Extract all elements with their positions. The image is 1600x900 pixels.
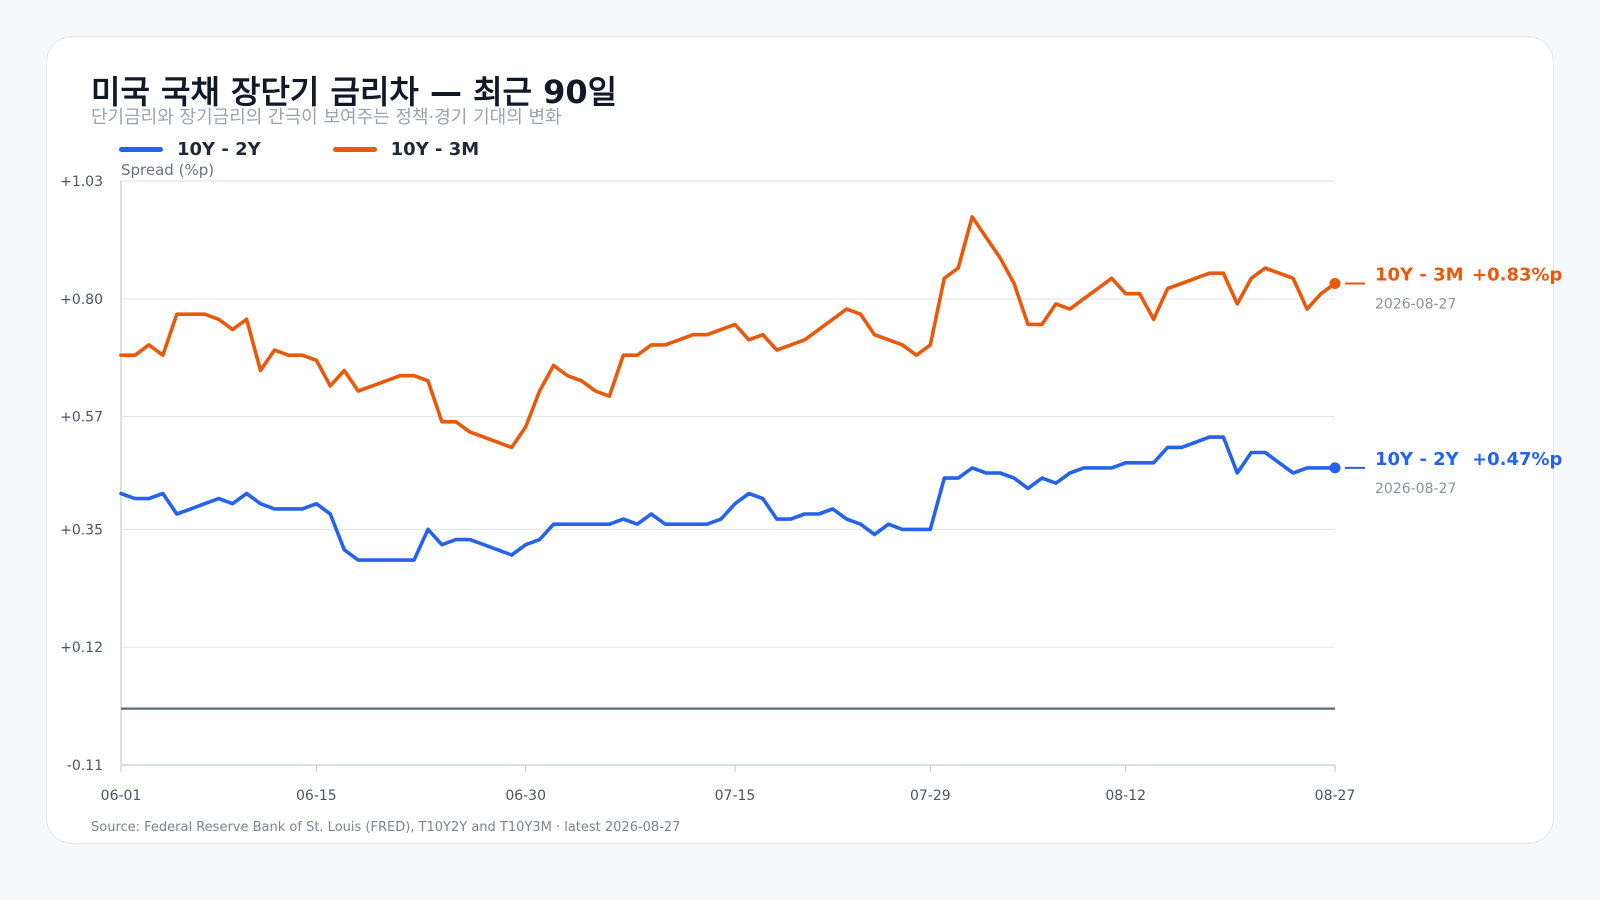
y-tick-label: +1.03	[60, 174, 103, 190]
series-end-value-0: +0.47%p	[1472, 449, 1563, 470]
legend-swatch-10y3m	[332, 147, 377, 152]
x-tick-label: 06-01	[101, 788, 142, 804]
series-end-value-1: +0.83%p	[1472, 264, 1563, 285]
y-tick-label: +0.12	[60, 640, 103, 656]
source-note: Source: Federal Reserve Bank of St. Loui…	[91, 820, 681, 835]
series-end-marker-1	[1329, 277, 1341, 289]
series-end-date-0: 2026-08-27	[1375, 481, 1456, 497]
x-tick-label: 08-12	[1105, 788, 1146, 804]
chart-title: 미국 국채 장단기 금리차 — 최근 90일	[91, 73, 618, 111]
series-end-name-1: 10Y - 3M	[1375, 264, 1464, 285]
series-end-name-0: 10Y - 2Y	[1375, 449, 1460, 470]
y-tick-label: +0.35	[60, 522, 103, 538]
legend-label-10y2y: 10Y - 2Y	[177, 139, 261, 160]
x-tick-label: 06-30	[505, 788, 546, 804]
y-tick-label: +0.57	[60, 410, 103, 426]
series-end-date-1: 2026-08-27	[1375, 296, 1456, 312]
y-tick-label: +0.80	[60, 292, 103, 308]
y-tick-label: -0.11	[67, 758, 103, 774]
chart-subtitle: 단기금리와 장기금리의 간극이 보여주는 정책·경기 기대의 변화	[91, 107, 562, 128]
x-tick-label: 07-15	[715, 788, 756, 804]
y-axis-label: Spread (%p)	[121, 161, 215, 179]
legend-item-10y2y: 10Y - 2Y	[119, 139, 261, 160]
legend-swatch-10y2y	[119, 147, 163, 152]
x-tick-label: 06-15	[296, 788, 337, 804]
x-tick-label: 07-29	[910, 788, 951, 804]
series-line-0	[119, 435, 1337, 562]
legend-item-10y3m: 10Y - 3M	[332, 139, 480, 160]
legend-label-10y3m: 10Y - 3M	[390, 139, 480, 160]
legend: 10Y - 2Y 10Y - 3M	[119, 139, 551, 160]
x-tick-label: 08-27	[1315, 788, 1356, 804]
series-end-marker-0	[1329, 462, 1341, 474]
series-line-1	[119, 215, 1337, 450]
